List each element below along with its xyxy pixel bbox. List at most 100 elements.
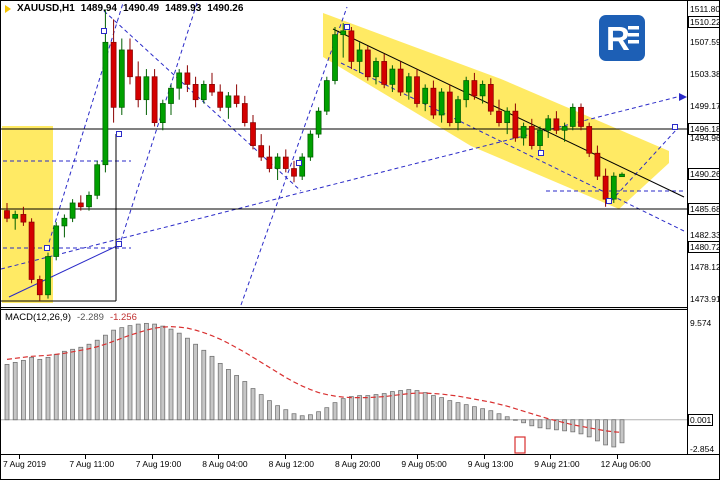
macd-histogram-bar xyxy=(521,419,526,424)
price-label-boxed: 1510.22 xyxy=(688,15,719,28)
candle-body xyxy=(397,68,404,93)
candle-body xyxy=(446,91,453,124)
object-anchor-square[interactable] xyxy=(606,198,612,204)
macd-histogram-bar xyxy=(619,419,625,444)
object-anchor-square[interactable] xyxy=(116,131,122,137)
macd-histogram-bar xyxy=(406,389,412,421)
macd-histogram-bar xyxy=(209,355,215,421)
candle-body xyxy=(340,30,347,36)
candle-body xyxy=(94,164,101,196)
price-label: 1482.33 xyxy=(690,229,720,240)
candle-body xyxy=(118,49,125,108)
symbol-marker-icon xyxy=(5,4,11,13)
candle-body xyxy=(12,214,19,219)
candle-body xyxy=(586,126,593,154)
candle-body xyxy=(61,217,68,227)
macd-label: 9.574 xyxy=(690,318,712,329)
candle-body xyxy=(438,91,445,116)
price-axis[interactable]: 1511.80 1507.59 1503.38 1499.17 1494.96 1482.… xyxy=(687,1,720,454)
candle-body xyxy=(4,210,10,219)
price-label: 1473.91 xyxy=(690,294,720,305)
macd-histogram-bar xyxy=(94,339,100,421)
macd-histogram-bar xyxy=(324,407,330,421)
macd-histogram-bar xyxy=(103,334,108,421)
object-anchor-square[interactable] xyxy=(344,24,350,30)
time-label: 12 Aug 06:00 xyxy=(600,459,651,469)
candle-body xyxy=(20,214,27,223)
macd-histogram-bar xyxy=(422,392,428,421)
macd-histogram-bar xyxy=(529,419,535,427)
price-label: 1494.96 xyxy=(690,133,720,144)
macd-histogram-bar xyxy=(250,388,256,421)
macd-canvas[interactable] xyxy=(1,310,687,454)
macd-histogram-bar xyxy=(226,369,231,421)
macd-histogram-bar xyxy=(291,413,297,421)
candle-body xyxy=(463,80,470,101)
object-anchor-square[interactable] xyxy=(44,245,50,251)
macd-histogram-bar xyxy=(21,359,26,421)
candle-body xyxy=(151,76,158,124)
candle-body xyxy=(110,41,117,108)
candle-body xyxy=(45,256,51,296)
macd-histogram-bar xyxy=(37,358,43,421)
time-label: 7 Aug 19:00 xyxy=(135,459,182,469)
time-tick xyxy=(19,455,20,459)
object-anchor-square[interactable] xyxy=(538,150,544,156)
candle-body xyxy=(504,110,511,124)
candle-body xyxy=(602,175,609,200)
macd-histogram-bar xyxy=(455,402,461,421)
macd-annotation-rect xyxy=(514,436,526,454)
trend-line-dashed xyxy=(103,10,302,192)
macd-histogram-bar xyxy=(185,337,190,421)
candle-body xyxy=(168,87,174,104)
price-label: 1507.59 xyxy=(690,36,720,47)
object-anchor-square[interactable] xyxy=(101,28,107,34)
macd-histogram-bar xyxy=(513,419,518,421)
object-anchor-square[interactable] xyxy=(116,241,122,247)
ohlc-close: 1490.26 xyxy=(207,3,244,14)
time-label: 8 Aug 04:00 xyxy=(202,459,248,469)
candle-body xyxy=(381,61,388,85)
macd-histogram-bar xyxy=(554,419,559,431)
candle-body xyxy=(389,68,396,85)
macd-histogram-bar xyxy=(299,415,305,421)
candle-body xyxy=(217,91,224,108)
price-chart-canvas[interactable] xyxy=(1,1,687,307)
candle-body xyxy=(422,87,429,104)
candle-body xyxy=(159,103,166,124)
time-axis[interactable]: 7 Aug 2019 7 Aug 11:00 7 Aug 19:00 8 Aug 04… xyxy=(1,454,719,479)
candle-body xyxy=(225,95,232,108)
candle-body xyxy=(184,72,191,85)
candle-body xyxy=(36,279,43,296)
macd-histogram-bar xyxy=(258,394,264,421)
candle-body xyxy=(127,49,133,78)
candle-body xyxy=(610,175,617,200)
macd-signal-line xyxy=(6,326,623,434)
macd-histogram-bar xyxy=(86,343,92,421)
candle-body xyxy=(512,110,519,139)
candle-body xyxy=(241,103,248,124)
object-anchor-square[interactable] xyxy=(296,160,302,166)
macd-histogram-bar xyxy=(160,325,166,421)
macd-histogram-bar xyxy=(365,395,371,421)
candle-body xyxy=(258,145,265,158)
candle-body xyxy=(200,84,207,101)
macd-histogram-bar xyxy=(488,410,494,421)
object-anchor-square[interactable] xyxy=(672,124,678,130)
macd-histogram-bar xyxy=(398,390,403,421)
candle-body xyxy=(307,133,314,158)
candle-body xyxy=(143,76,150,101)
macd-histogram-bar xyxy=(349,396,354,421)
macd-histogram-bar xyxy=(70,348,75,421)
macd-histogram-bar xyxy=(4,364,10,421)
broker-logo-letter: R xyxy=(606,20,630,57)
candle-body xyxy=(430,87,437,116)
candle-body xyxy=(373,61,379,78)
candle-body xyxy=(282,156,289,169)
panel-splitter[interactable] xyxy=(1,307,687,310)
trend-line-solid xyxy=(8,244,120,298)
macd-histogram-bar xyxy=(472,406,477,421)
macd-histogram-bar xyxy=(53,353,59,421)
macd-histogram-bar xyxy=(267,400,272,421)
candle-body xyxy=(561,126,568,131)
